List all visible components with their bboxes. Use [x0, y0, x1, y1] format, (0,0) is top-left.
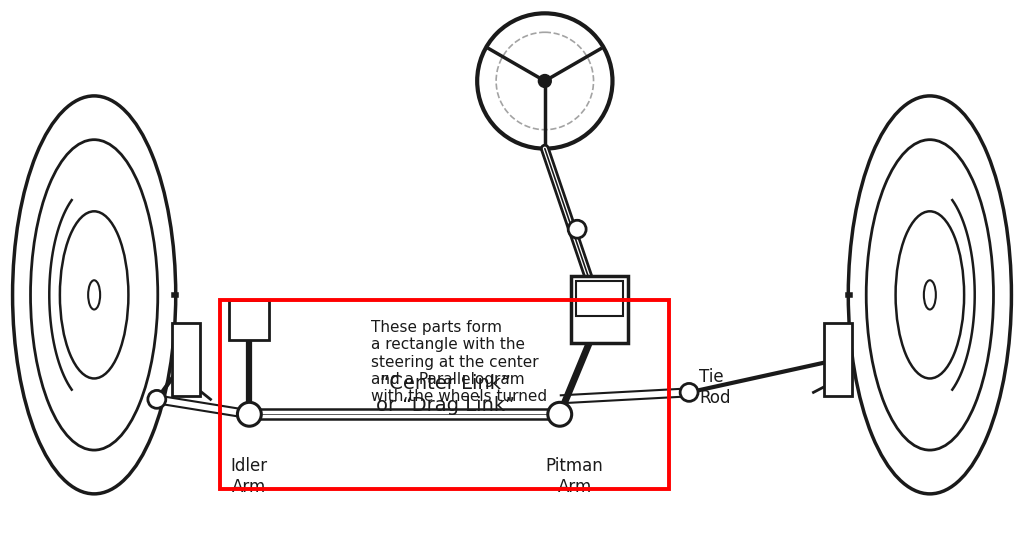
Circle shape [680, 384, 698, 401]
Circle shape [240, 404, 259, 424]
Ellipse shape [568, 220, 586, 238]
Text: “Center Link”
or “Drag Link”: “Center Link” or “Drag Link” [376, 374, 515, 416]
Text: Idler
Arm: Idler Arm [230, 457, 268, 496]
Text: These parts form
a rectangle with the
steering at the center
and a Parallelogram: These parts form a rectangle with the st… [371, 320, 547, 404]
FancyBboxPatch shape [172, 323, 200, 397]
Text: Tie
Rod: Tie Rod [699, 368, 730, 407]
Circle shape [548, 403, 571, 426]
Bar [219, 300, 670, 489]
FancyBboxPatch shape [577, 281, 623, 316]
FancyBboxPatch shape [571, 276, 628, 343]
Text: Pitman
Arm: Pitman Arm [546, 457, 603, 496]
FancyBboxPatch shape [824, 323, 852, 397]
Circle shape [550, 404, 569, 424]
Circle shape [238, 403, 261, 426]
FancyBboxPatch shape [229, 300, 269, 339]
Circle shape [147, 391, 166, 409]
Ellipse shape [539, 75, 551, 87]
